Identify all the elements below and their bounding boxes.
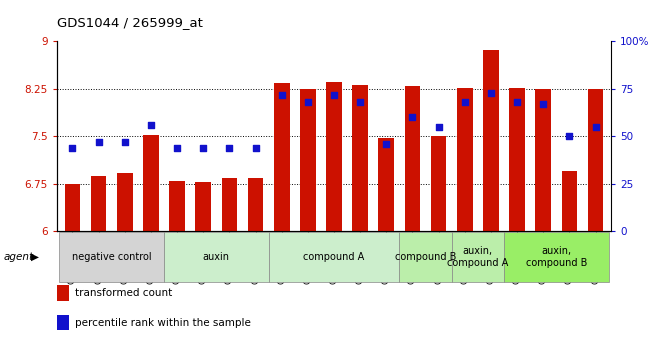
Bar — [483, 50, 499, 231]
Point — [198, 145, 208, 150]
Text: percentile rank within the sample: percentile rank within the sample — [75, 318, 251, 327]
Bar — [117, 173, 133, 231]
Text: compound A: compound A — [303, 252, 365, 262]
Point — [538, 101, 548, 107]
Bar — [452, 232, 504, 282]
Bar — [562, 171, 577, 231]
Bar — [269, 232, 399, 282]
Bar — [399, 232, 452, 282]
Bar — [196, 182, 211, 231]
Bar — [509, 88, 525, 231]
Point — [67, 145, 77, 150]
Bar — [91, 176, 106, 231]
Point — [460, 99, 470, 105]
Text: GDS1044 / 265999_at: GDS1044 / 265999_at — [57, 16, 202, 29]
Point — [591, 124, 601, 129]
Bar — [222, 178, 237, 231]
Point — [434, 124, 444, 129]
Bar — [431, 136, 446, 231]
Text: auxin: auxin — [203, 252, 230, 262]
Point — [512, 99, 522, 105]
Text: transformed count: transformed count — [75, 288, 173, 298]
Bar — [504, 232, 609, 282]
Point — [120, 139, 130, 145]
Bar — [457, 88, 473, 231]
Text: agent: agent — [3, 252, 33, 262]
Bar — [164, 232, 269, 282]
Bar — [405, 86, 420, 231]
Point — [486, 90, 496, 96]
Text: ▶: ▶ — [31, 252, 39, 262]
Point — [277, 92, 287, 97]
Text: auxin,
compound A: auxin, compound A — [447, 246, 508, 268]
Point — [250, 145, 261, 150]
Bar — [65, 184, 80, 231]
Bar — [326, 82, 342, 231]
Text: negative control: negative control — [72, 252, 152, 262]
Point — [329, 92, 339, 97]
Bar — [143, 135, 159, 231]
Text: compound B: compound B — [395, 252, 456, 262]
Point — [146, 122, 156, 128]
Bar — [535, 89, 551, 231]
Bar — [379, 138, 394, 231]
Bar — [588, 89, 603, 231]
Point — [224, 145, 234, 150]
Point — [303, 99, 313, 105]
Bar — [352, 85, 368, 231]
Bar — [169, 180, 185, 231]
Bar — [248, 178, 263, 231]
Bar — [300, 89, 316, 231]
Point — [355, 99, 365, 105]
Point — [381, 141, 391, 147]
Point — [94, 139, 104, 145]
Bar — [274, 82, 289, 231]
Bar — [59, 232, 164, 282]
Text: auxin,
compound B: auxin, compound B — [526, 246, 587, 268]
Point — [172, 145, 182, 150]
Point — [564, 134, 574, 139]
Point — [407, 115, 418, 120]
